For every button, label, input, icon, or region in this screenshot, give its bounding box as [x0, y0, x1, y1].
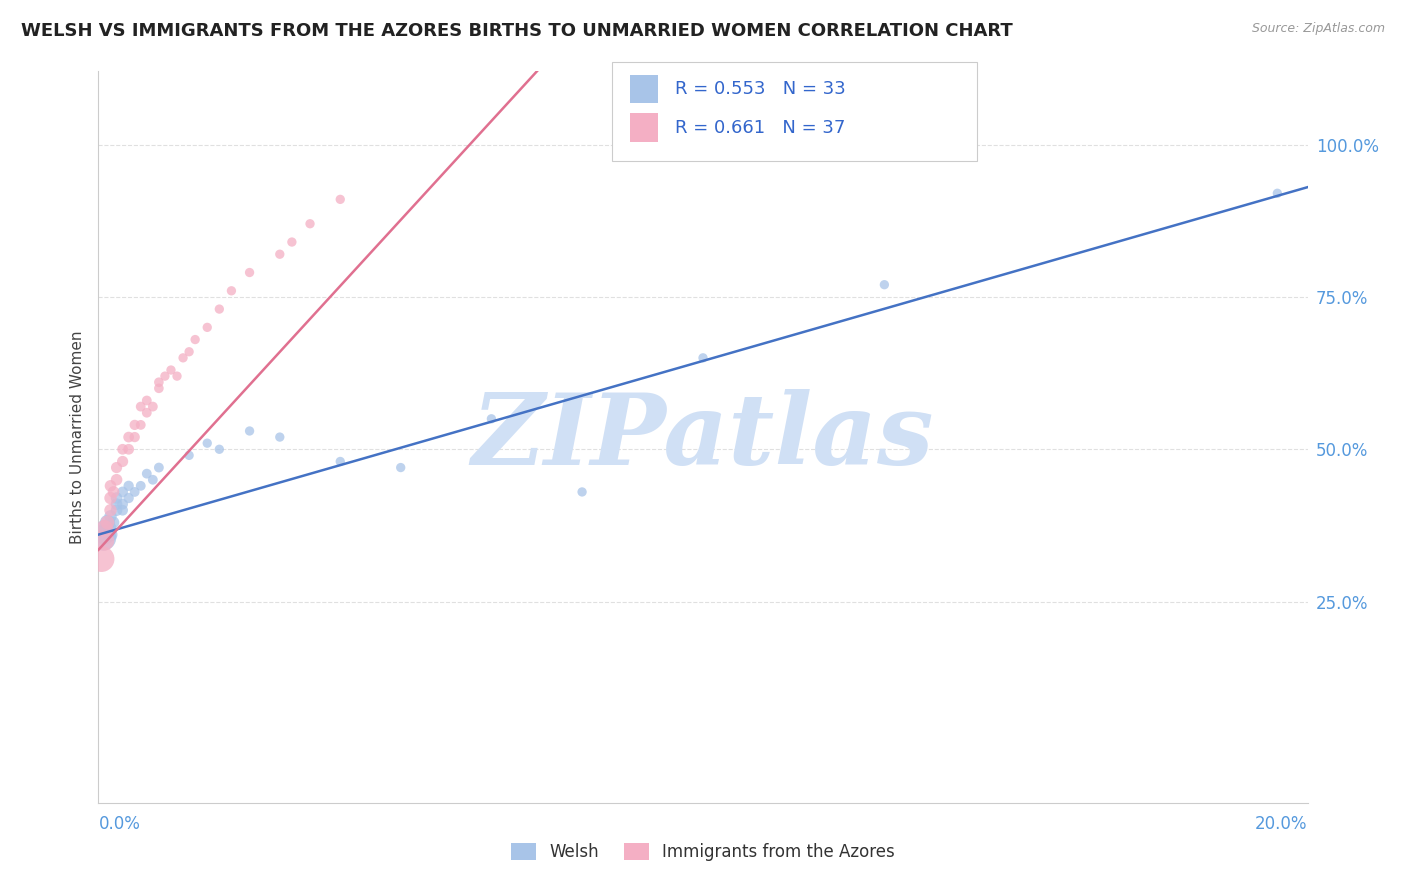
Point	[873, 277, 896, 292]
Point	[172, 351, 194, 365]
Point	[166, 369, 188, 384]
Point	[195, 436, 218, 450]
Point	[692, 351, 714, 365]
Point	[91, 531, 114, 545]
Point	[100, 503, 122, 517]
Point	[142, 473, 165, 487]
Point	[124, 485, 146, 500]
Point	[299, 217, 322, 231]
Text: ZIPatlas: ZIPatlas	[472, 389, 934, 485]
Point	[221, 284, 243, 298]
Point	[105, 460, 128, 475]
Point	[93, 533, 115, 548]
Point	[1267, 186, 1289, 201]
Point	[105, 473, 128, 487]
Point	[111, 503, 134, 517]
Point	[281, 235, 304, 249]
Point	[93, 521, 115, 535]
Point	[93, 521, 115, 535]
Point	[135, 406, 157, 420]
Point	[481, 412, 503, 426]
Point	[124, 430, 146, 444]
Point	[148, 460, 170, 475]
Point	[135, 393, 157, 408]
Point	[129, 479, 152, 493]
Point	[100, 527, 122, 541]
Point	[184, 333, 207, 347]
Point	[208, 442, 231, 457]
Text: 0.0%: 0.0%	[98, 815, 141, 833]
Point	[111, 497, 134, 511]
Point	[105, 497, 128, 511]
Text: R = 0.661   N = 37: R = 0.661 N = 37	[675, 119, 845, 136]
Legend: Welsh, Immigrants from the Azores: Welsh, Immigrants from the Azores	[505, 836, 901, 868]
Point	[269, 430, 291, 444]
Point	[195, 320, 218, 334]
Point	[208, 302, 231, 317]
Point	[103, 485, 125, 500]
Point	[239, 424, 262, 438]
Point	[571, 485, 593, 500]
Point	[148, 381, 170, 395]
Point	[329, 454, 352, 468]
Point	[129, 400, 152, 414]
Point	[100, 509, 122, 524]
Point	[111, 454, 134, 468]
Point	[118, 479, 141, 493]
Point	[153, 369, 176, 384]
Point	[269, 247, 291, 261]
Point	[135, 467, 157, 481]
Point	[118, 442, 141, 457]
Text: Source: ZipAtlas.com: Source: ZipAtlas.com	[1251, 22, 1385, 36]
Point	[118, 430, 141, 444]
Y-axis label: Births to Unmarried Women: Births to Unmarried Women	[69, 330, 84, 544]
Point	[239, 266, 262, 280]
Point	[179, 344, 201, 359]
Point	[160, 363, 183, 377]
Point	[118, 491, 141, 505]
Point	[100, 521, 122, 535]
Point	[111, 442, 134, 457]
Point	[142, 400, 165, 414]
Point	[329, 192, 352, 206]
Point	[100, 491, 122, 505]
Point	[124, 417, 146, 432]
Point	[93, 527, 115, 541]
Point	[96, 516, 118, 530]
Point	[389, 460, 412, 475]
Text: WELSH VS IMMIGRANTS FROM THE AZORES BIRTHS TO UNMARRIED WOMEN CORRELATION CHART: WELSH VS IMMIGRANTS FROM THE AZORES BIRT…	[21, 22, 1012, 40]
Point	[105, 503, 128, 517]
Point	[105, 491, 128, 505]
Point	[129, 417, 152, 432]
Point	[100, 479, 122, 493]
Point	[179, 448, 201, 462]
Point	[103, 516, 125, 530]
Point	[148, 376, 170, 390]
Point	[111, 485, 134, 500]
Point	[96, 516, 118, 530]
Text: R = 0.553   N = 33: R = 0.553 N = 33	[675, 80, 845, 98]
Point	[90, 552, 112, 566]
Text: 20.0%: 20.0%	[1256, 815, 1308, 833]
